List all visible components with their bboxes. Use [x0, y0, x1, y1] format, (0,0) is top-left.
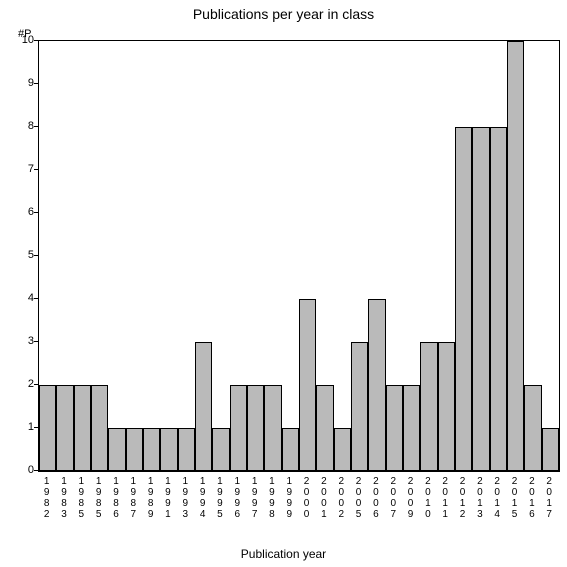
x-tick-label: 2009: [402, 472, 419, 532]
bar: [91, 385, 108, 471]
x-axis-label: Publication year: [0, 547, 567, 561]
bar: [143, 428, 160, 471]
bar: [160, 428, 177, 471]
x-tick-label: 2015: [506, 472, 523, 532]
bar: [386, 385, 403, 471]
bar: [420, 342, 437, 471]
x-tick-label: 1996: [229, 472, 246, 532]
x-tick-label: 1999: [281, 472, 298, 532]
bar: [351, 342, 368, 471]
x-tick-label: 2017: [541, 472, 558, 532]
bar: [178, 428, 195, 471]
bar: [264, 385, 281, 471]
x-tick-label: 2010: [419, 472, 436, 532]
x-tick-label: 2002: [333, 472, 350, 532]
y-tick-label: 10: [22, 34, 34, 46]
bar: [195, 342, 212, 471]
x-tick-label: 2016: [523, 472, 540, 532]
chart-container: Publications per year in class #P 012345…: [0, 0, 567, 567]
bar: [126, 428, 143, 471]
bar: [282, 428, 299, 471]
bar: [507, 41, 524, 471]
x-tick-label: 1985: [90, 472, 107, 532]
bar: [56, 385, 73, 471]
x-tick-label: 2014: [489, 472, 506, 532]
x-tick-label: 2005: [350, 472, 367, 532]
bars-group: [39, 41, 559, 471]
x-tick-label: 1985: [73, 472, 90, 532]
bar: [247, 385, 264, 471]
x-tick-label: 1994: [194, 472, 211, 532]
x-tick-label: 1997: [246, 472, 263, 532]
x-tick-label: 2013: [471, 472, 488, 532]
x-tick-label: 1993: [177, 472, 194, 532]
x-tick-label: 2006: [367, 472, 384, 532]
plot-area: [38, 40, 560, 472]
bar: [368, 299, 385, 471]
x-tick-label: 1995: [211, 472, 228, 532]
bar: [299, 299, 316, 471]
x-tick-label: 2012: [454, 472, 471, 532]
chart-title: Publications per year in class: [0, 6, 567, 22]
bar: [74, 385, 91, 471]
bar: [230, 385, 247, 471]
x-tick-label: 1989: [142, 472, 159, 532]
x-tick-label: 1998: [263, 472, 280, 532]
x-tick-label: 1991: [159, 472, 176, 532]
x-axis-ticks: 1982198319851985198619871989199119931994…: [38, 472, 558, 532]
bar: [316, 385, 333, 471]
x-tick-label: 2000: [298, 472, 315, 532]
bar: [542, 428, 559, 471]
y-axis-ticks: 012345678910: [0, 40, 38, 470]
x-tick-label: 2001: [315, 472, 332, 532]
bar: [438, 342, 455, 471]
x-tick-label: 2011: [437, 472, 454, 532]
bar: [455, 127, 472, 471]
x-tick-label: 1983: [55, 472, 72, 532]
x-tick-label: 1987: [125, 472, 142, 532]
x-tick-label: 1982: [38, 472, 55, 532]
bar: [39, 385, 56, 471]
bar: [524, 385, 541, 471]
bar: [490, 127, 507, 471]
bar: [334, 428, 351, 471]
bar: [472, 127, 489, 471]
bar: [108, 428, 125, 471]
bar: [212, 428, 229, 471]
bar: [403, 385, 420, 471]
x-tick-label: 1986: [107, 472, 124, 532]
x-tick-label: 2007: [385, 472, 402, 532]
